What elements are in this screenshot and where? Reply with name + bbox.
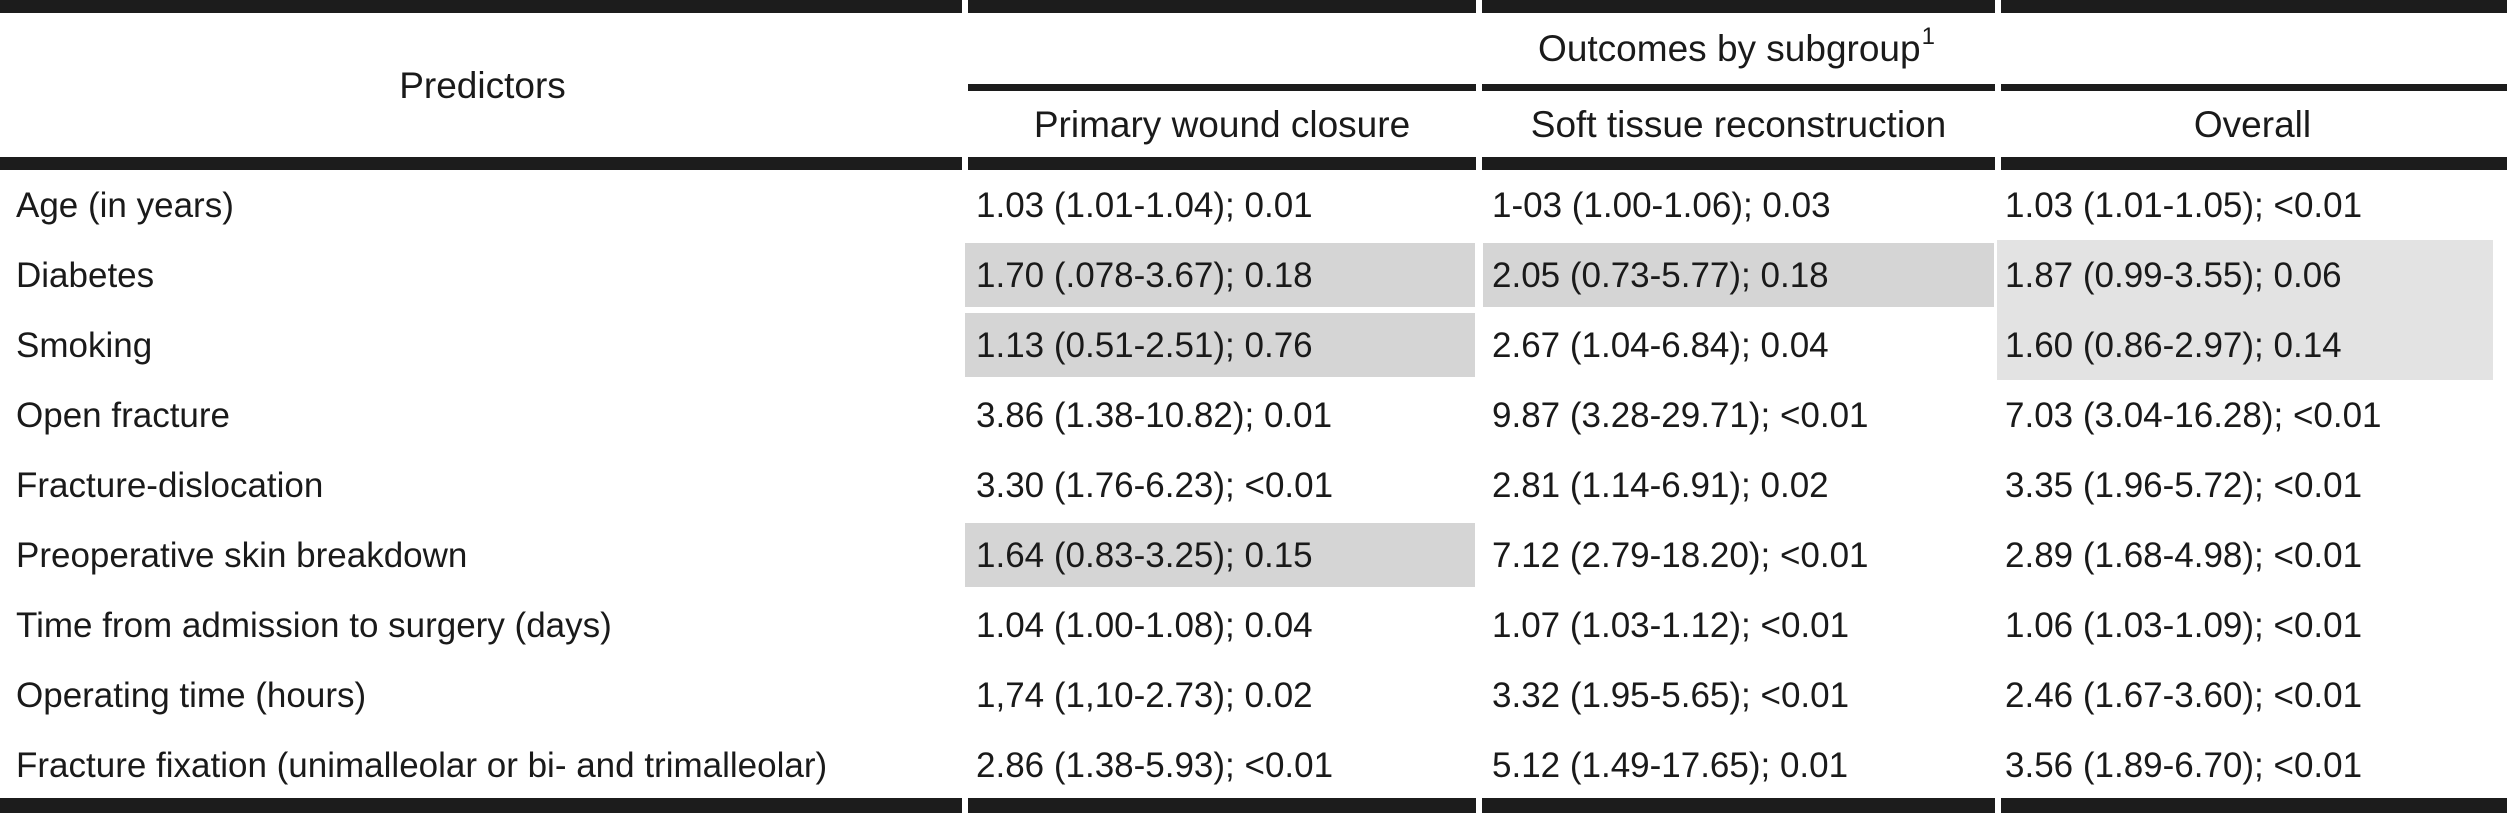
predictor-label: Fracture-dislocation: [16, 465, 324, 505]
table-row: Open fracture 3.86 (1.38-10.82); 0.01 9.…: [0, 380, 2507, 450]
value-soft-tissue-reconstruction: 5.12 (1.49-17.65); 0.01: [1492, 745, 1849, 785]
table-row: Age (in years) 1.03 (1.01-1.04); 0.01 1-…: [0, 170, 2507, 240]
table-rule-bottom: [0, 798, 2507, 813]
predictor-label: Fracture fixation (unimalleolar or bi- a…: [16, 745, 828, 785]
predictor-label: Open fracture: [16, 395, 230, 435]
predictor-label: Smoking: [16, 325, 153, 365]
predictor-label: Preoperative skin breakdown: [16, 535, 468, 575]
rule-segment: [2001, 84, 2507, 91]
outcomes-group-header: Outcomes by subgroup 1: [965, 13, 2507, 84]
value-soft-tissue-reconstruction: 1-03 (1.00-1.06); 0.03: [1492, 185, 1831, 225]
rule-segment: [968, 157, 1476, 170]
value-primary-wound-closure: 3.30 (1.76-6.23); <0.01: [976, 465, 1334, 505]
value-overall: 1.06 (1.03-1.09); <0.01: [2005, 605, 2363, 645]
footnote-marker: 1: [1921, 22, 1935, 50]
value-overall: 3.35 (1.96-5.72); <0.01: [2005, 465, 2363, 505]
value-primary-wound-closure: 2.86 (1.38-5.93); <0.01: [976, 745, 1334, 785]
value-primary-wound-closure: 1.03 (1.01-1.04); 0.01: [976, 185, 1313, 225]
predictor-label: Time from admission to surgery (days): [16, 605, 612, 645]
rule-segment: [1482, 798, 1995, 813]
value-primary-wound-closure: 1.64 (0.83-3.25); 0.15: [965, 520, 1479, 590]
value-overall: 2.46 (1.67-3.60); <0.01: [2005, 675, 2363, 715]
rule-segment: [1482, 84, 1995, 91]
value-soft-tissue-reconstruction: 2.67 (1.04-6.84); 0.04: [1492, 325, 1829, 365]
value-soft-tissue-reconstruction: 2.05 (0.73-5.77); 0.18: [1479, 240, 1998, 310]
table-row: Preoperative skin breakdown 1.64 (0.83-3…: [0, 520, 2507, 590]
value-overall: 1.03 (1.01-1.05); <0.01: [2005, 185, 2363, 225]
table-row: Diabetes 1.70 (.078-3.67); 0.18 2.05 (0.…: [0, 240, 2507, 310]
value-primary-wound-closure: 1.70 (.078-3.67); 0.18: [965, 240, 1479, 310]
rule-segment: [0, 157, 962, 170]
column-header-overall: Overall: [2193, 103, 2312, 145]
table-body: Age (in years) 1.03 (1.01-1.04); 0.01 1-…: [0, 170, 2507, 800]
rule-segment: [2001, 798, 2507, 813]
rule-segment: [2001, 0, 2507, 13]
value-soft-tissue-reconstruction: 9.87 (3.28-29.71); <0.01: [1492, 395, 1869, 435]
value-primary-wound-closure: 1,74 (1,10-2.73); 0.02: [976, 675, 1313, 715]
table-row: Smoking 1.13 (0.51-2.51); 0.76 2.67 (1.0…: [0, 310, 2507, 380]
value-primary-wound-closure: 1.04 (1.00-1.08); 0.04: [976, 605, 1313, 645]
table-row: Fracture fixation (unimalleolar or bi- a…: [0, 730, 2507, 800]
table-row: Fracture-dislocation 3.30 (1.76-6.23); <…: [0, 450, 2507, 520]
value-overall: 1.87 (0.99-3.55); 0.06: [1995, 240, 2507, 310]
rule-segment: [0, 798, 962, 813]
table-row: Operating time (hours) 1,74 (1,10-2.73);…: [0, 660, 2507, 730]
value-overall: 7.03 (3.04-16.28); <0.01: [2005, 395, 2382, 435]
value-primary-wound-closure: 1.13 (0.51-2.51); 0.76: [965, 310, 1479, 380]
rule-segment: [968, 798, 1476, 813]
value-soft-tissue-reconstruction: 1.07 (1.03-1.12); <0.01: [1492, 605, 1850, 645]
predictor-label: Operating time (hours): [16, 675, 367, 715]
rule-segment: [968, 84, 1476, 91]
value-overall: 3.56 (1.89-6.70); <0.01: [2005, 745, 2363, 785]
rule-segment: [0, 0, 962, 13]
outcomes-group-header-text: Outcomes by subgroup: [1538, 28, 1921, 69]
predictors-column-header: Predictors: [399, 65, 566, 106]
rule-segment: [1482, 157, 1995, 170]
table-rule-under-column-headers: [0, 157, 2507, 170]
table-rule-under-outcomes-header: [0, 84, 2507, 91]
value-soft-tissue-reconstruction: 3.32 (1.95-5.65); <0.01: [1492, 675, 1850, 715]
column-header-primary-wound-closure: Primary wound closure: [1033, 103, 1411, 145]
table-row: Time from admission to surgery (days) 1.…: [0, 590, 2507, 660]
value-overall: 2.89 (1.68-4.98); <0.01: [2005, 535, 2363, 575]
value-soft-tissue-reconstruction: 7.12 (2.79-18.20); <0.01: [1492, 535, 1869, 575]
column-header-soft-tissue-reconstruction: Soft tissue reconstruction: [1530, 103, 1947, 145]
value-overall: 1.60 (0.86-2.97); 0.14: [1995, 310, 2507, 380]
value-soft-tissue-reconstruction: 2.81 (1.14-6.91); 0.02: [1492, 465, 1829, 505]
rule-segment: [2001, 157, 2507, 170]
value-primary-wound-closure: 3.86 (1.38-10.82); 0.01: [976, 395, 1333, 435]
table-rule-top: [0, 0, 2507, 13]
rule-segment: [968, 0, 1476, 13]
rule-segment: [1482, 0, 1995, 13]
predictor-label: Age (in years): [16, 185, 234, 225]
predictor-label: Diabetes: [16, 255, 155, 295]
